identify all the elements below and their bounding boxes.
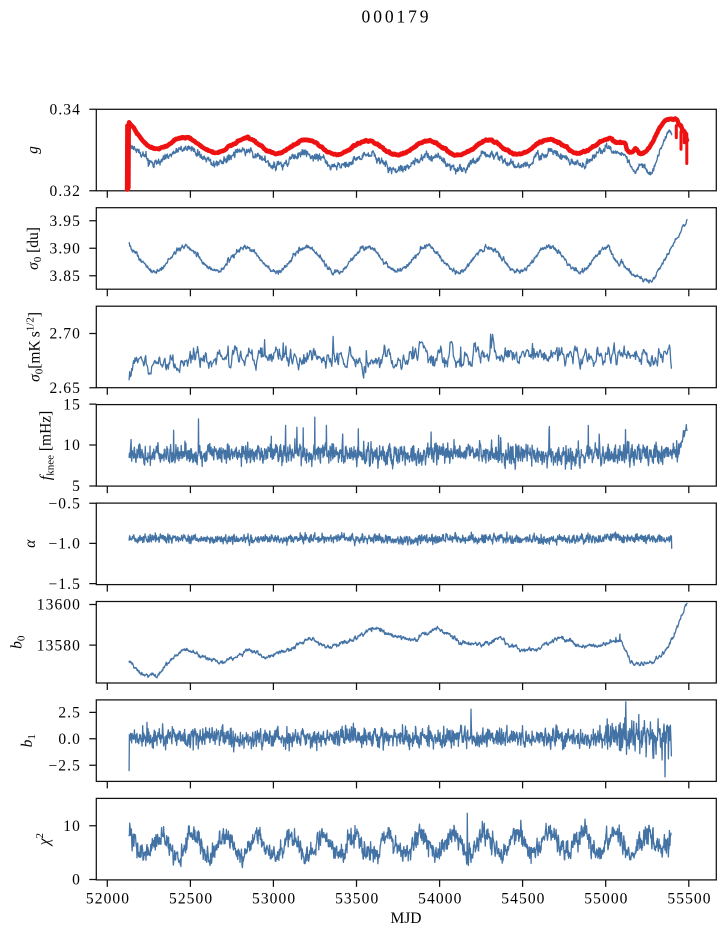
svg-text:b1: b1 bbox=[19, 734, 38, 747]
svg-text:0: 0 bbox=[72, 872, 81, 889]
svg-text:−1.0: −1.0 bbox=[48, 536, 81, 553]
svg-text:10: 10 bbox=[63, 818, 81, 835]
svg-text:−1.5: −1.5 bbox=[48, 576, 81, 593]
svg-text:53000: 53000 bbox=[252, 890, 296, 907]
svg-text:g: g bbox=[25, 146, 42, 154]
svg-text:54500: 54500 bbox=[501, 890, 545, 907]
svg-text:MJD: MJD bbox=[390, 910, 421, 927]
svg-text:53500: 53500 bbox=[335, 890, 379, 907]
svg-text:2.70: 2.70 bbox=[49, 326, 81, 343]
svg-text:13580: 13580 bbox=[37, 637, 81, 654]
svg-text:3.90: 3.90 bbox=[49, 240, 81, 257]
svg-text:3.85: 3.85 bbox=[49, 268, 81, 285]
svg-text:0.0: 0.0 bbox=[58, 731, 81, 748]
svg-text:−2.5: −2.5 bbox=[48, 758, 81, 775]
svg-text:55000: 55000 bbox=[584, 890, 628, 907]
svg-text:b0: b0 bbox=[9, 635, 28, 649]
svg-text:σ0[mK s1/2]: σ0[mK s1/2] bbox=[25, 312, 46, 382]
svg-text:13600: 13600 bbox=[37, 597, 81, 614]
svg-text:2.5: 2.5 bbox=[58, 705, 81, 722]
svg-text:α: α bbox=[22, 539, 39, 548]
svg-text:54000: 54000 bbox=[418, 890, 462, 907]
svg-text:000179: 000179 bbox=[362, 7, 432, 27]
svg-text:χ2: χ2 bbox=[34, 833, 53, 847]
svg-text:15: 15 bbox=[63, 396, 81, 413]
svg-text:0.32: 0.32 bbox=[49, 183, 81, 200]
svg-text:−0.5: −0.5 bbox=[48, 495, 81, 512]
svg-text:2.65: 2.65 bbox=[49, 380, 81, 397]
svg-text:55500: 55500 bbox=[667, 890, 711, 907]
svg-text:5: 5 bbox=[72, 478, 81, 495]
svg-text:3.95: 3.95 bbox=[49, 213, 81, 230]
svg-text:σ0 [du]: σ0 [du] bbox=[25, 227, 44, 270]
svg-text:10: 10 bbox=[63, 437, 81, 454]
svg-text:0.34: 0.34 bbox=[49, 102, 81, 119]
svg-text:fknee [mHz]: fknee [mHz] bbox=[38, 411, 57, 480]
svg-text:52500: 52500 bbox=[169, 890, 213, 907]
svg-text:52000: 52000 bbox=[86, 890, 130, 907]
